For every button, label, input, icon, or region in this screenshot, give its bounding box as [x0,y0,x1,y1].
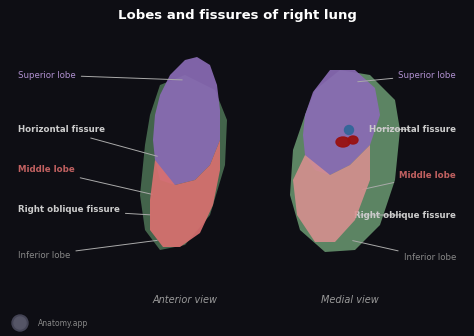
Polygon shape [303,70,380,175]
Ellipse shape [336,137,350,147]
Polygon shape [153,57,220,185]
Text: Anatomy.app: Anatomy.app [38,319,88,328]
Circle shape [12,315,28,331]
Polygon shape [290,70,400,252]
Polygon shape [150,140,220,247]
Text: Superior lobe: Superior lobe [18,71,182,80]
Text: Inferior lobe: Inferior lobe [18,240,157,259]
Text: Lobes and fissures of right lung: Lobes and fissures of right lung [118,9,356,23]
Text: Horizontal fissure: Horizontal fissure [369,126,456,134]
Text: Middle lobe: Middle lobe [18,166,152,195]
Text: Inferior lobe: Inferior lobe [353,241,456,262]
Polygon shape [140,75,227,250]
Text: Middle lobe: Middle lobe [363,170,456,190]
Text: Medial view: Medial view [321,295,379,305]
Text: Right oblique fissure: Right oblique fissure [18,206,150,215]
Circle shape [14,317,26,329]
Text: Anterior view: Anterior view [153,295,218,305]
Ellipse shape [348,136,358,144]
Text: Superior lobe: Superior lobe [358,71,456,82]
Text: Horizontal fissure: Horizontal fissure [18,126,157,156]
Polygon shape [293,145,370,242]
Ellipse shape [345,126,354,134]
Text: Right oblique fissure: Right oblique fissure [354,210,456,219]
